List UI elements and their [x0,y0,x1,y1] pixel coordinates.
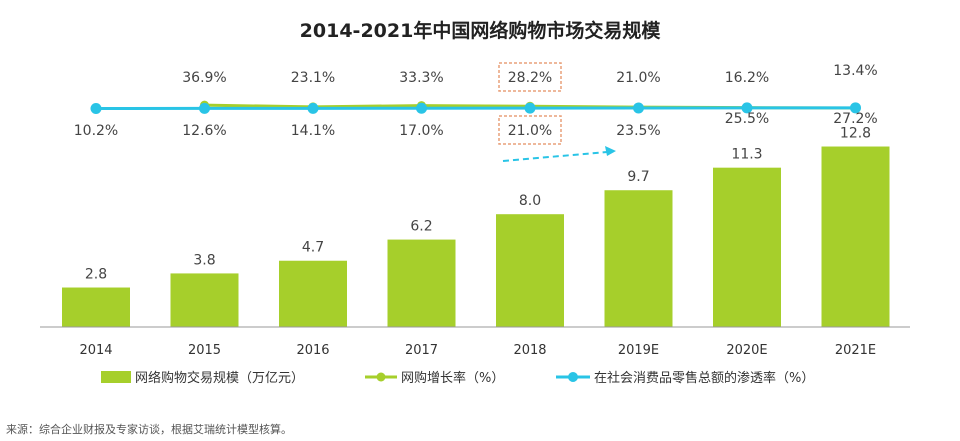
bar-label-2018: 8.0 [519,193,541,209]
penetration-point-2017 [416,102,427,114]
growth-label-2018: 28.2% [508,70,552,86]
source-note: 来源：综合企业财报及专家访谈，根据艾瑞统计模型核算。 [6,423,292,436]
legend-label-penetration: 在社会消费品零售总额的渗透率（%） [594,370,814,386]
trend-arrow [502,146,616,162]
bar-label-2019E: 9.7 [627,169,649,185]
growth-label-2017: 33.3% [399,70,443,86]
penetration-point-2016 [307,102,319,114]
bar-2014 [62,287,130,327]
penetration-label-2018: 21.0% [508,123,552,139]
legend-swatch-penetration-dot [568,372,578,382]
highlight-boxes [498,62,562,145]
penetration-rate-line [90,102,861,114]
trend-arrow-shaft [502,151,608,162]
penetration-rate-labels: 10.2% 12.6% 14.1% 17.0% 21.0% 23.5% 25.5% 27.2% [74,111,878,139]
x-tick-2017: 2017 [405,343,438,358]
penetration-point-2015 [199,102,210,114]
penetration-polyline [95,106,856,110]
bar-label-2014: 2.8 [85,267,107,283]
bar-2017 [387,239,456,327]
bar-2016 [279,260,347,327]
x-tick-2020E: 2020E [726,343,767,358]
legend-swatch-bar [101,371,131,383]
bar-label-2021E: 12.8 [840,126,871,142]
x-tick-labels: 2014 2015 2016 2017 2018 2019E 2020E 2021E [79,343,876,358]
x-tick-2014: 2014 [79,343,112,358]
penetration-label-2014: 10.2% [74,123,118,139]
penetration-label-2017: 17.0% [399,123,443,139]
bar-label-2020E: 11.3 [731,147,762,163]
growth-label-2021E: 13.4% [833,63,877,79]
penetration-label-2015: 12.6% [182,123,226,139]
growth-label-2019E: 21.0% [616,70,660,86]
bar-2018 [496,214,564,327]
highlight-box-growth-2018 [498,62,562,92]
penetration-point-2021E [850,102,861,114]
bar-2019E [604,190,673,327]
legend-label-bar: 网络购物交易规模（万亿元） [135,370,304,386]
penetration-label-2020E: 25.5% [725,111,769,127]
bar-label-2016: 4.7 [302,240,324,256]
bar-series [62,146,890,327]
x-tick-2021E: 2021E [835,343,876,358]
bar-2021E [821,146,890,327]
penetration-point-2018 [524,102,536,114]
x-tick-2016: 2016 [296,343,329,358]
growth-label-2015: 36.9% [182,70,226,86]
x-tick-2015: 2015 [188,343,221,358]
growth-rate-labels: 36.9% 23.1% 33.3% 28.2% 21.0% 16.2% 13.4% [182,63,877,86]
penetration-label-2016: 14.1% [291,123,335,139]
growth-label-2016: 23.1% [291,70,335,86]
legend-swatch-growth-dot [376,372,386,382]
trend-arrow-head [605,146,616,156]
chart-legend: 网络购物交易规模（万亿元） 网购增长率（%） 在社会消费品零售总额的渗透率（%） [101,370,814,386]
bar-label-2017: 6.2 [410,219,432,235]
penetration-label-2019E: 23.5% [616,123,660,139]
x-tick-2019E: 2019E [618,343,659,358]
penetration-point-2019E [633,102,644,114]
bar-label-2015: 3.8 [193,252,215,268]
highlight-box-penetration-2018 [498,115,562,145]
penetration-point-2020E [741,102,753,114]
bar-2020E [713,167,781,327]
chart-title: 2014-2021年中国网络购物市场交易规模 [300,19,662,42]
penetration-label-2021E: 27.2% [833,111,877,127]
penetration-point-2014 [90,103,102,114]
bar-2015 [170,273,239,327]
growth-label-2020E: 16.2% [725,70,769,86]
x-tick-2018: 2018 [513,343,546,358]
legend-label-growth: 网购增长率（%） [401,370,504,386]
bar-value-labels: 2.8 3.8 4.7 6.2 8.0 9.7 11.3 12.8 [85,126,871,283]
